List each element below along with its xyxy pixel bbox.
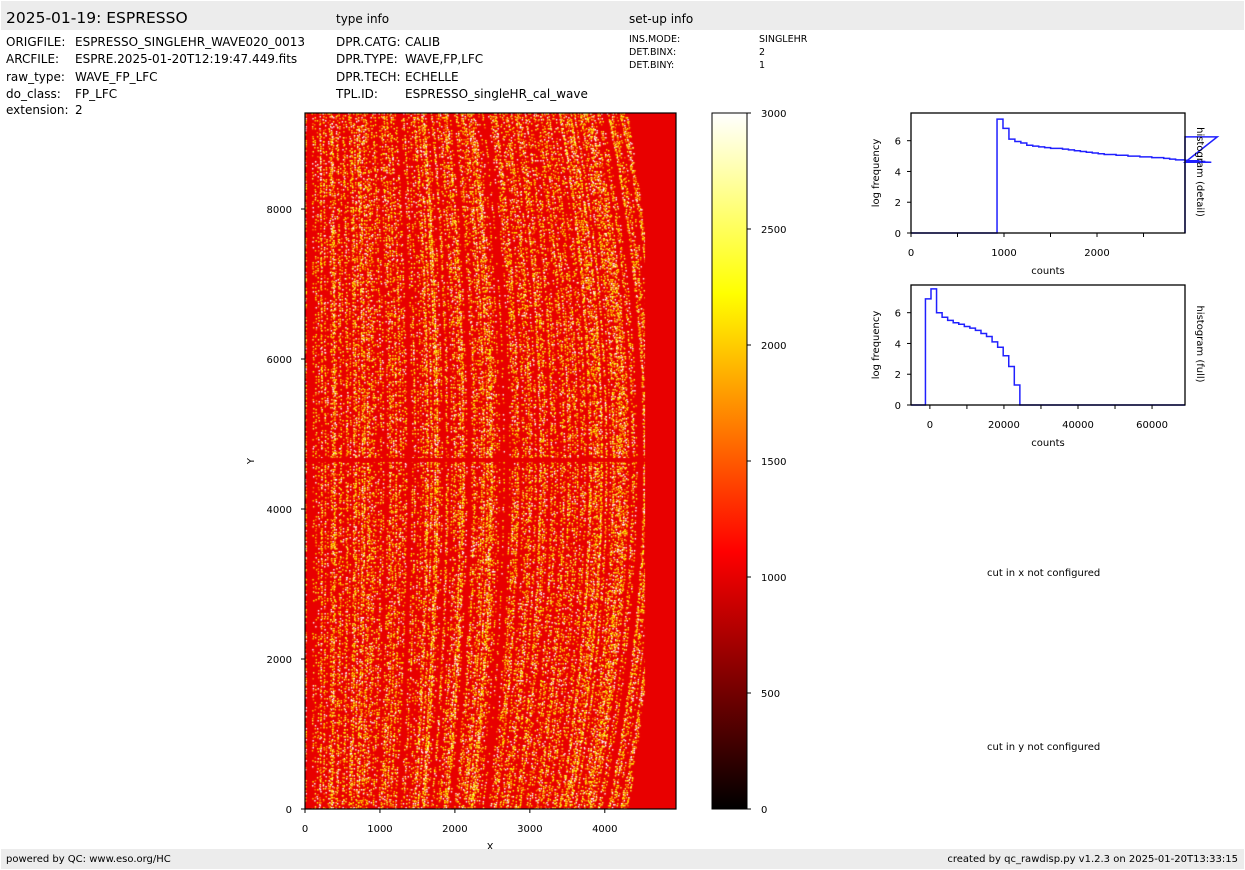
y-tick-label: 4	[895, 167, 901, 178]
y-axis-label: Y	[246, 457, 257, 465]
y-axis-label: log frequency	[871, 139, 882, 208]
x-axis-label: counts	[1031, 266, 1064, 277]
type-info-value: ESPRESSO_singleHR_cal_wave	[405, 87, 588, 101]
histogram-frame	[910, 284, 1186, 406]
colorbar	[711, 112, 748, 810]
histogram-title: histogram (full)	[1194, 305, 1205, 382]
y-axis-label: log frequency	[871, 311, 882, 380]
x-tick-label: 4000	[592, 824, 617, 835]
file-info-value: FP_LFC	[75, 87, 118, 101]
type-info-value: WAVE,FP,LFC	[405, 52, 484, 66]
x-tick-label: 2000	[1084, 248, 1109, 259]
histogram-step-line	[911, 288, 1185, 406]
setup-info-label: DET.BINX:	[629, 47, 677, 58]
y-tick-label: 2000	[267, 655, 292, 666]
setup-info-value: 1	[759, 60, 766, 71]
header-bar	[1, 1, 1244, 30]
file-info-label: raw_type:	[6, 70, 65, 84]
colorbar-tick-label: 500	[761, 689, 780, 700]
setup-info-label: DET.BINY:	[629, 60, 675, 71]
image-frame	[304, 112, 677, 810]
file-info-label: ORIGFILE:	[6, 35, 66, 49]
colorbar-tick-label: 3000	[761, 109, 786, 120]
x-tick-label: 0	[908, 248, 914, 259]
y-tick-label: 2	[895, 370, 901, 381]
file-info-label: do_class:	[6, 87, 61, 101]
file-info-value: WAVE_FP_LFC	[75, 70, 158, 84]
y-tick-label: 6000	[267, 355, 292, 366]
setup-info-label: INS.MODE:	[629, 34, 681, 45]
y-tick-label: 8000	[267, 205, 292, 216]
y-tick-label: 0	[286, 805, 292, 816]
type-info-value: ECHELLE	[405, 70, 459, 84]
x-tick-label: 1000	[991, 248, 1016, 259]
file-info-label: ARCFILE:	[6, 52, 60, 66]
y-tick-label: 6	[895, 309, 901, 320]
x-tick-label: 20000	[988, 420, 1020, 431]
type-info-label: DPR.CATG:	[336, 35, 401, 49]
histogram-title: histogram (detail)	[1194, 127, 1205, 217]
x-tick-label: 1000	[367, 824, 392, 835]
colorbar-tick-label: 2000	[761, 341, 786, 352]
colorbar-tick-label: 1500	[761, 457, 786, 468]
file-info-value: ESPRE.2025-01-20T12:19:47.449.fits	[75, 52, 298, 66]
colorbar-tick-label: 2500	[761, 225, 786, 236]
x-axis-label: counts	[1031, 438, 1064, 449]
y-tick-label: 4	[895, 339, 901, 350]
type-info-heading: type info	[336, 12, 390, 26]
x-tick-label: 60000	[1136, 420, 1168, 431]
footer-bar	[1, 849, 1244, 869]
colorbar-tick-label: 0	[761, 805, 767, 816]
footer-created-by: created by qc_rawdisp.py v1.2.3 on 2025-…	[947, 854, 1238, 865]
y-tick-label: 6	[895, 137, 901, 148]
y-tick-label: 0	[895, 229, 901, 240]
histogram-step-line	[911, 118, 1220, 234]
colorbar-tick-label: 1000	[761, 573, 786, 584]
file-info-value: 2	[75, 103, 83, 117]
cut-y-message: cut in y not configured	[987, 742, 1101, 753]
type-info-label: DPR.TYPE:	[336, 52, 398, 66]
setup-info-value: SINGLEHR	[759, 34, 808, 45]
histogram-frame	[910, 112, 1186, 234]
y-tick-label: 2	[895, 198, 901, 209]
x-tick-label: 40000	[1062, 420, 1094, 431]
type-info-value: CALIB	[405, 35, 441, 49]
setup-info-heading: set-up info	[629, 12, 694, 26]
cut-x-message: cut in x not configured	[987, 568, 1101, 579]
file-info-label: extension:	[6, 103, 69, 117]
y-tick-label: 0	[895, 401, 901, 412]
x-tick-label: 0	[302, 824, 308, 835]
raw-image	[305, 113, 676, 809]
footer-powered-by: powered by QC: www.eso.org/HC	[6, 854, 171, 865]
x-tick-label: 0	[927, 420, 933, 431]
x-axis-label: X	[487, 842, 494, 853]
x-tick-label: 2000	[442, 824, 467, 835]
x-tick-label: 3000	[517, 824, 542, 835]
page-title: 2025-01-19: ESPRESSO	[6, 9, 188, 27]
setup-info-value: 2	[759, 47, 766, 58]
y-tick-label: 4000	[267, 505, 292, 516]
file-info-value: ESPRESSO_SINGLEHR_WAVE020_0013	[75, 35, 305, 49]
type-info-label: DPR.TECH:	[336, 70, 401, 84]
type-info-label: TPL.ID:	[336, 87, 378, 101]
